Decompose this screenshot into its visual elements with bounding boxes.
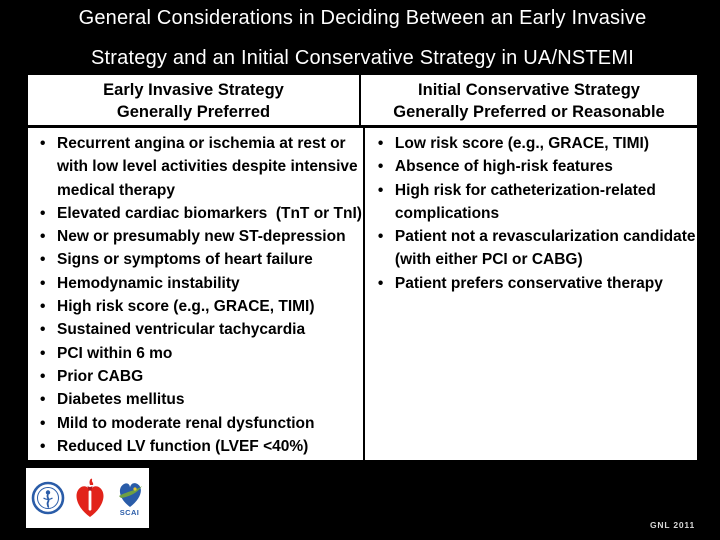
bullet-marker: • bbox=[377, 228, 384, 246]
list-item-text: Low risk score (e.g., GRACE, TIMI) bbox=[394, 135, 649, 152]
list-item-text: Sustained ventricular tachycardia bbox=[57, 321, 306, 339]
bullet-marker: • bbox=[377, 158, 384, 176]
bullet-marker: • bbox=[40, 321, 46, 339]
scai-logo-icon bbox=[118, 483, 142, 507]
list-item: • Sustained ventricular tachycardia bbox=[37, 318, 362, 341]
list-item: • PCI within 6 mo bbox=[37, 342, 362, 365]
list-item: • Elevated cardiac biomarkers (TnT or Tn… bbox=[37, 202, 362, 225]
list-item-text: medical therapy bbox=[57, 181, 176, 199]
list-item-text: New or presumably new ST-depression bbox=[57, 228, 346, 246]
list-item: • Mild to moderate renal dysfunction bbox=[37, 412, 362, 435]
bullet-marker: • bbox=[40, 228, 46, 246]
list-item: • Signs or symptoms of heart failure bbox=[37, 248, 362, 271]
acc-logo-icon bbox=[31, 481, 64, 515]
list-item-text: High risk for catheterization-related bbox=[394, 181, 656, 199]
list-item: with low level activities despite intens… bbox=[37, 155, 362, 178]
list-item: (with either PCI or CABG) bbox=[375, 248, 696, 271]
table-header-row: Early Invasive Strategy Generally Prefer… bbox=[28, 75, 697, 128]
list-item-text: Diabetes mellitus bbox=[57, 391, 185, 409]
header-left-line-1: Early Invasive Strategy bbox=[103, 81, 284, 99]
slide-title-line-1: General Considerations in Deciding Betwe… bbox=[78, 7, 647, 29]
bullet-marker: • bbox=[377, 181, 384, 199]
list-item-text: Signs or symptoms of heart failure bbox=[57, 251, 313, 269]
list-item: • High risk for catheterization-related bbox=[375, 179, 696, 202]
bullet-marker: • bbox=[40, 414, 46, 432]
list-item-text: with low level activities despite intens… bbox=[57, 158, 358, 176]
bullet-marker: • bbox=[377, 274, 384, 292]
aha-logo-icon bbox=[76, 478, 103, 517]
bullet-marker: • bbox=[40, 204, 46, 222]
early-invasive-bullet-list: • Recurrent angina or ischemia at rest o… bbox=[28, 128, 365, 460]
header-right-line-1: Initial Conservative Strategy bbox=[418, 81, 640, 99]
header-left-line-2: Generally Preferred bbox=[116, 103, 271, 121]
bullet-marker bbox=[375, 202, 395, 225]
bullet-marker: • bbox=[40, 135, 46, 152]
list-item-text: Recurrent angina or ischemia at rest or bbox=[57, 135, 346, 152]
list-item: • New or presumably new ST-depression bbox=[37, 225, 362, 248]
strategy-comparison-table: Early Invasive Strategy Generally Prefer… bbox=[25, 72, 700, 463]
table-header-initial-conservative: Initial Conservative Strategy Generally … bbox=[361, 75, 697, 125]
footer-note: GNL 2011 bbox=[650, 520, 695, 530]
list-item: • Prior CABG bbox=[37, 365, 362, 388]
slide-title-line-2: Strategy and an Initial Conservative Str… bbox=[91, 47, 634, 69]
bullet-marker: • bbox=[40, 344, 46, 362]
list-item-text: Patient not a revascularization candidat… bbox=[394, 228, 696, 246]
list-item: • Hemodynamic instability bbox=[37, 272, 362, 295]
bullet-marker: • bbox=[377, 135, 384, 152]
initial-conservative-bullet-list: • Low risk score (e.g., GRACE, TIMI) • A… bbox=[365, 128, 697, 460]
bullet-marker bbox=[37, 155, 57, 178]
bullet-marker: • bbox=[40, 367, 46, 385]
list-item-text: Hemodynamic instability bbox=[57, 274, 240, 292]
list-item-text: Elevated cardiac biomarkers (TnT or TnI) bbox=[57, 204, 362, 222]
bullet-marker: • bbox=[40, 251, 46, 269]
list-item-text: Reduced LV function (LVEF <40%) bbox=[57, 437, 309, 455]
list-item-text: (with either PCI or CABG) bbox=[394, 251, 583, 269]
bullet-marker bbox=[37, 179, 57, 202]
table-header-early-invasive: Early Invasive Strategy Generally Prefer… bbox=[28, 75, 361, 125]
bullet-marker: • bbox=[40, 298, 46, 316]
list-item-text: Absence of high-risk features bbox=[394, 158, 613, 176]
list-item: complications bbox=[375, 202, 696, 225]
scai-logo-label: SCAI bbox=[119, 508, 140, 517]
list-item: • Reduced LV function (LVEF <40%) bbox=[37, 435, 362, 458]
bullet-marker: • bbox=[40, 437, 46, 455]
bullet-marker: • bbox=[40, 274, 46, 292]
list-item: • Absence of high-risk features bbox=[375, 155, 696, 178]
list-item-text: PCI within 6 mo bbox=[57, 344, 173, 362]
list-item-text: Prior CABG bbox=[57, 367, 144, 385]
list-item: • Recurrent angina or ischemia at rest o… bbox=[37, 132, 362, 155]
list-item-text: complications bbox=[394, 204, 500, 222]
organization-logos: SCAI bbox=[26, 468, 149, 528]
header-right-line-2: Generally Preferred or Reasonable bbox=[393, 103, 665, 121]
list-item: • Patient prefers conservative therapy bbox=[375, 272, 696, 295]
list-item: • Patient not a revascularization candid… bbox=[375, 225, 696, 248]
bullet-marker: • bbox=[40, 391, 46, 409]
list-item-text: Patient prefers conservative therapy bbox=[394, 274, 663, 292]
list-item: • High risk score (e.g., GRACE, TIMI) bbox=[37, 295, 362, 318]
list-item: • Diabetes mellitus bbox=[37, 388, 362, 411]
scai-logo: SCAI bbox=[115, 479, 145, 517]
list-item-text: Mild to moderate renal dysfunction bbox=[57, 414, 315, 432]
list-item: • Low risk score (e.g., GRACE, TIMI) bbox=[375, 132, 696, 155]
list-item-text: High risk score (e.g., GRACE, TIMI) bbox=[57, 298, 315, 316]
list-item: medical therapy bbox=[37, 179, 362, 202]
table-body: • Recurrent angina or ischemia at rest o… bbox=[28, 128, 697, 460]
bullet-marker bbox=[375, 248, 395, 271]
